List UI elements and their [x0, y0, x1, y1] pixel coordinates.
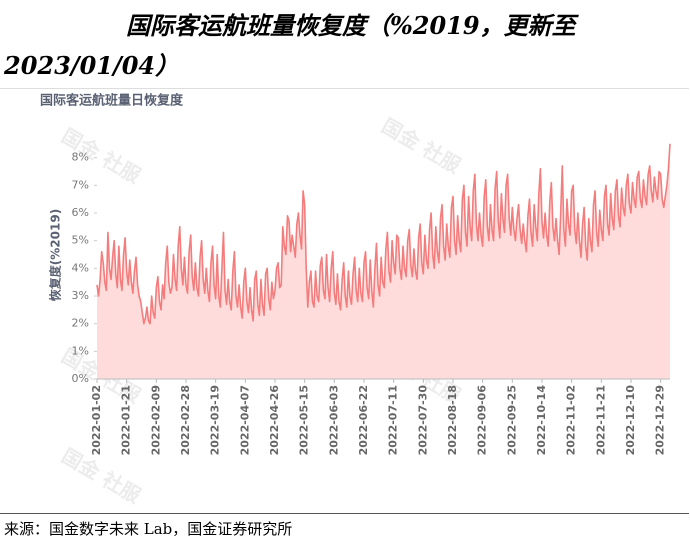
x-tick-label: 2022-05-15	[298, 385, 311, 455]
x-tick-label: 2022-07-30	[416, 385, 429, 456]
y-tick-label: 6%	[72, 206, 89, 219]
source-note: 来源：国金数字未来 Lab，国金证券研究所	[4, 520, 293, 538]
x-tick-label: 2022-04-07	[238, 385, 251, 455]
y-tick-label: 7%	[72, 178, 89, 191]
x-tick-label: 2022-01-21	[120, 385, 133, 455]
y-axis-label: 恢复度(%2019)	[48, 209, 63, 301]
watermark: 国金 社服	[378, 114, 466, 179]
y-tick-label: 8%	[72, 151, 89, 164]
page-title: 国际客运航班量恢复度（%2019，更新至2023/01/04）	[4, 11, 576, 80]
y-tick-label: 0%	[72, 372, 89, 385]
y-tick-label: 4%	[72, 261, 89, 274]
x-tick-label: 2022-01-02	[90, 385, 103, 455]
y-tick-label: 5%	[72, 234, 89, 247]
x-tick-label: 2022-06-03	[327, 385, 340, 455]
x-tick-label: 2022-10-14	[535, 385, 548, 456]
x-tick-label: 2022-12-29	[654, 385, 667, 455]
line	[96, 143, 671, 325]
y-tick-label: 1%	[72, 344, 89, 357]
x-tick-label: 2022-08-18	[446, 385, 459, 455]
x-tick-label: 2022-11-21	[594, 385, 607, 455]
x-tick-label: 2022-12-10	[624, 385, 637, 456]
x-tick-label: 2022-09-06	[476, 385, 489, 456]
x-tick-label: 2022-07-11	[387, 385, 400, 455]
x-tick-label: 2022-11-02	[565, 385, 578, 455]
x-tick-label: 2022-02-09	[149, 385, 162, 455]
x-tick-label: 2022-02-28	[179, 385, 192, 455]
y-tick-label: 2%	[72, 317, 89, 330]
x-tick-label: 2022-06-22	[357, 385, 370, 455]
area	[97, 143, 670, 379]
chart-title: 国际客运航班量日恢复度	[40, 93, 184, 109]
y-tick-label: 3%	[72, 289, 89, 302]
x-tick-label: 2022-09-25	[505, 385, 518, 455]
x-tick-label: 2022-04-26	[268, 385, 281, 456]
x-tick-label: 2022-03-19	[209, 385, 222, 455]
chart-frame	[0, 88, 689, 514]
